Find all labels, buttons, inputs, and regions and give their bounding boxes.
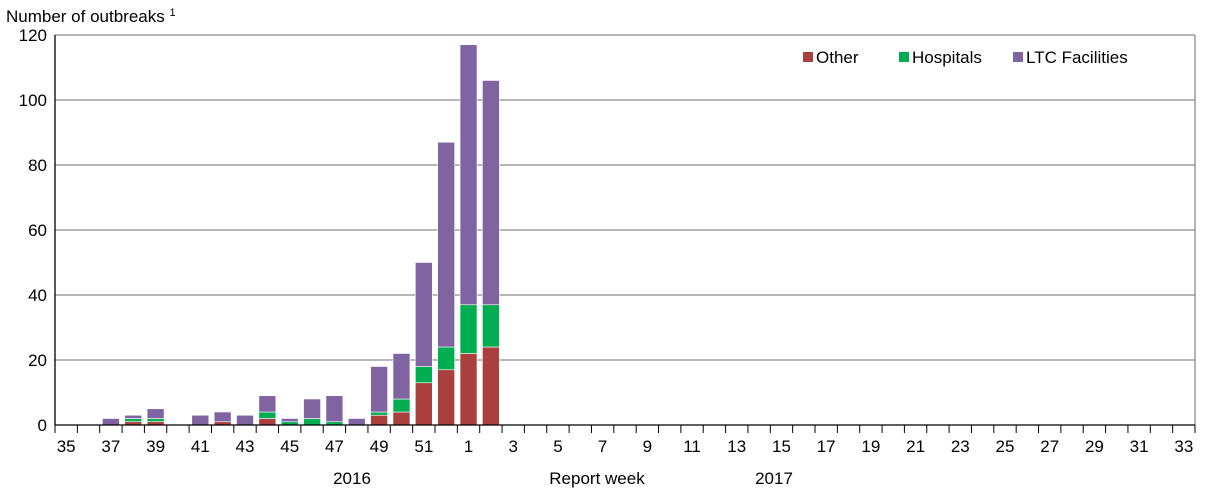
x-tick-label: 1 xyxy=(464,437,473,456)
legend-label: LTC Facilities xyxy=(1026,48,1128,67)
bar-ltc-facilities-week-1 xyxy=(459,44,478,306)
x-tick-label: 39 xyxy=(146,437,165,456)
x-tick-label: 49 xyxy=(370,437,389,456)
bar-ltc-facilities-week-41 xyxy=(191,414,210,426)
x-tick-label: 45 xyxy=(280,437,299,456)
y-tick-label: 40 xyxy=(28,286,47,305)
y-tick-label: 80 xyxy=(28,156,47,175)
bar-ltc-facilities-week-38 xyxy=(124,414,143,419)
y-tick-label: 0 xyxy=(38,416,47,435)
bar-ltc-facilities-week-43 xyxy=(236,414,254,426)
bar-other-week-51 xyxy=(415,382,433,426)
y-tick-label: 120 xyxy=(19,26,47,45)
x-tick-label: 25 xyxy=(996,437,1015,456)
bar-hospitals-week-39 xyxy=(146,418,165,423)
x-tick-label: 43 xyxy=(236,437,255,456)
bar-other-week-1 xyxy=(459,353,478,426)
year-label-2017: 2017 xyxy=(755,469,793,488)
x-tick-label: 17 xyxy=(817,437,836,456)
bar-hospitals-week-50 xyxy=(392,398,411,413)
bar-ltc-facilities-week-47 xyxy=(325,395,344,423)
bar-hospitals-week-49 xyxy=(370,411,388,416)
x-tick-label: 15 xyxy=(772,437,791,456)
x-tick-label: 27 xyxy=(1040,437,1059,456)
legend-swatch-hospitals xyxy=(899,52,909,62)
x-tick-label: 51 xyxy=(414,437,433,456)
x-tick-label: 29 xyxy=(1085,437,1104,456)
x-tick-label: 9 xyxy=(643,437,652,456)
x-tick-label: 19 xyxy=(861,437,880,456)
x-tick-label: 21 xyxy=(906,437,925,456)
bar-hospitals-week-2 xyxy=(482,304,500,348)
x-tick-label: 13 xyxy=(727,437,746,456)
bar-other-week-52 xyxy=(437,369,455,426)
bar-ltc-facilities-week-44 xyxy=(258,395,277,413)
x-tick-label: 5 xyxy=(553,437,562,456)
x-tick-label: 23 xyxy=(951,437,970,456)
bar-hospitals-week-38 xyxy=(124,418,143,423)
bar-ltc-facilities-week-42 xyxy=(213,411,232,423)
x-tick-label: 7 xyxy=(598,437,607,456)
x-axis-title: Report week xyxy=(549,469,645,488)
y-tick-label: 20 xyxy=(28,351,47,370)
bar-ltc-facilities-week-45 xyxy=(280,418,299,423)
y-tick-label: 100 xyxy=(19,91,47,110)
bar-hospitals-week-44 xyxy=(258,411,277,419)
x-tick-label: 41 xyxy=(191,437,210,456)
legend: Other Hospitals LTC Facilities xyxy=(803,48,1128,67)
x-tick-label: 11 xyxy=(683,437,701,456)
year-label-2016: 2016 xyxy=(333,469,371,488)
bar-ltc-facilities-week-2 xyxy=(482,80,500,306)
bar-other-week-2 xyxy=(482,346,500,426)
bar-ltc-facilities-week-50 xyxy=(392,353,411,400)
y-axis-title: Number of outbreaks 1 xyxy=(6,7,176,26)
x-tick-label: 47 xyxy=(325,437,344,456)
legend-label: Hospitals xyxy=(912,48,982,67)
legend-label: Other xyxy=(816,48,859,67)
bar-hospitals-week-51 xyxy=(415,366,433,384)
y-tick-label: 60 xyxy=(28,221,47,240)
bar-ltc-facilities-week-46 xyxy=(303,398,321,419)
x-tick-label: 3 xyxy=(509,437,518,456)
bar-hospitals-week-1 xyxy=(459,304,478,354)
legend-swatch-other xyxy=(803,52,813,62)
bar-ltc-facilities-week-39 xyxy=(146,408,165,419)
bar-hospitals-week-46 xyxy=(303,418,321,426)
x-tick-label: 33 xyxy=(1174,437,1193,456)
bar-other-week-44 xyxy=(258,418,277,426)
bar-ltc-facilities-week-48 xyxy=(347,418,366,426)
bar-ltc-facilities-week-49 xyxy=(370,366,388,413)
legend-swatch-ltc-facilities xyxy=(1013,52,1023,62)
x-tick-label: 35 xyxy=(57,437,76,456)
x-tick-label: 31 xyxy=(1130,437,1149,456)
bar-ltc-facilities-week-37 xyxy=(102,418,120,426)
bar-ltc-facilities-week-51 xyxy=(415,262,433,367)
bar-hospitals-week-52 xyxy=(437,346,455,371)
x-tick-label: 37 xyxy=(101,437,120,456)
bar-other-week-50 xyxy=(392,411,411,426)
bar-ltc-facilities-week-52 xyxy=(437,141,455,348)
bar-other-week-49 xyxy=(370,414,388,426)
